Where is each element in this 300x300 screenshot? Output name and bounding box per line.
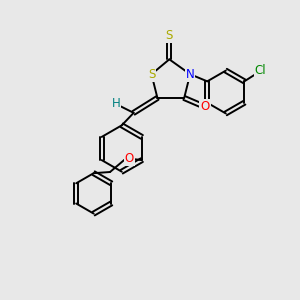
- Text: Cl: Cl: [255, 64, 266, 77]
- Text: O: O: [200, 100, 210, 113]
- Text: S: S: [148, 68, 155, 81]
- Text: N: N: [186, 68, 194, 81]
- Text: O: O: [125, 152, 134, 165]
- Text: H: H: [111, 98, 120, 110]
- Text: S: S: [166, 29, 173, 42]
